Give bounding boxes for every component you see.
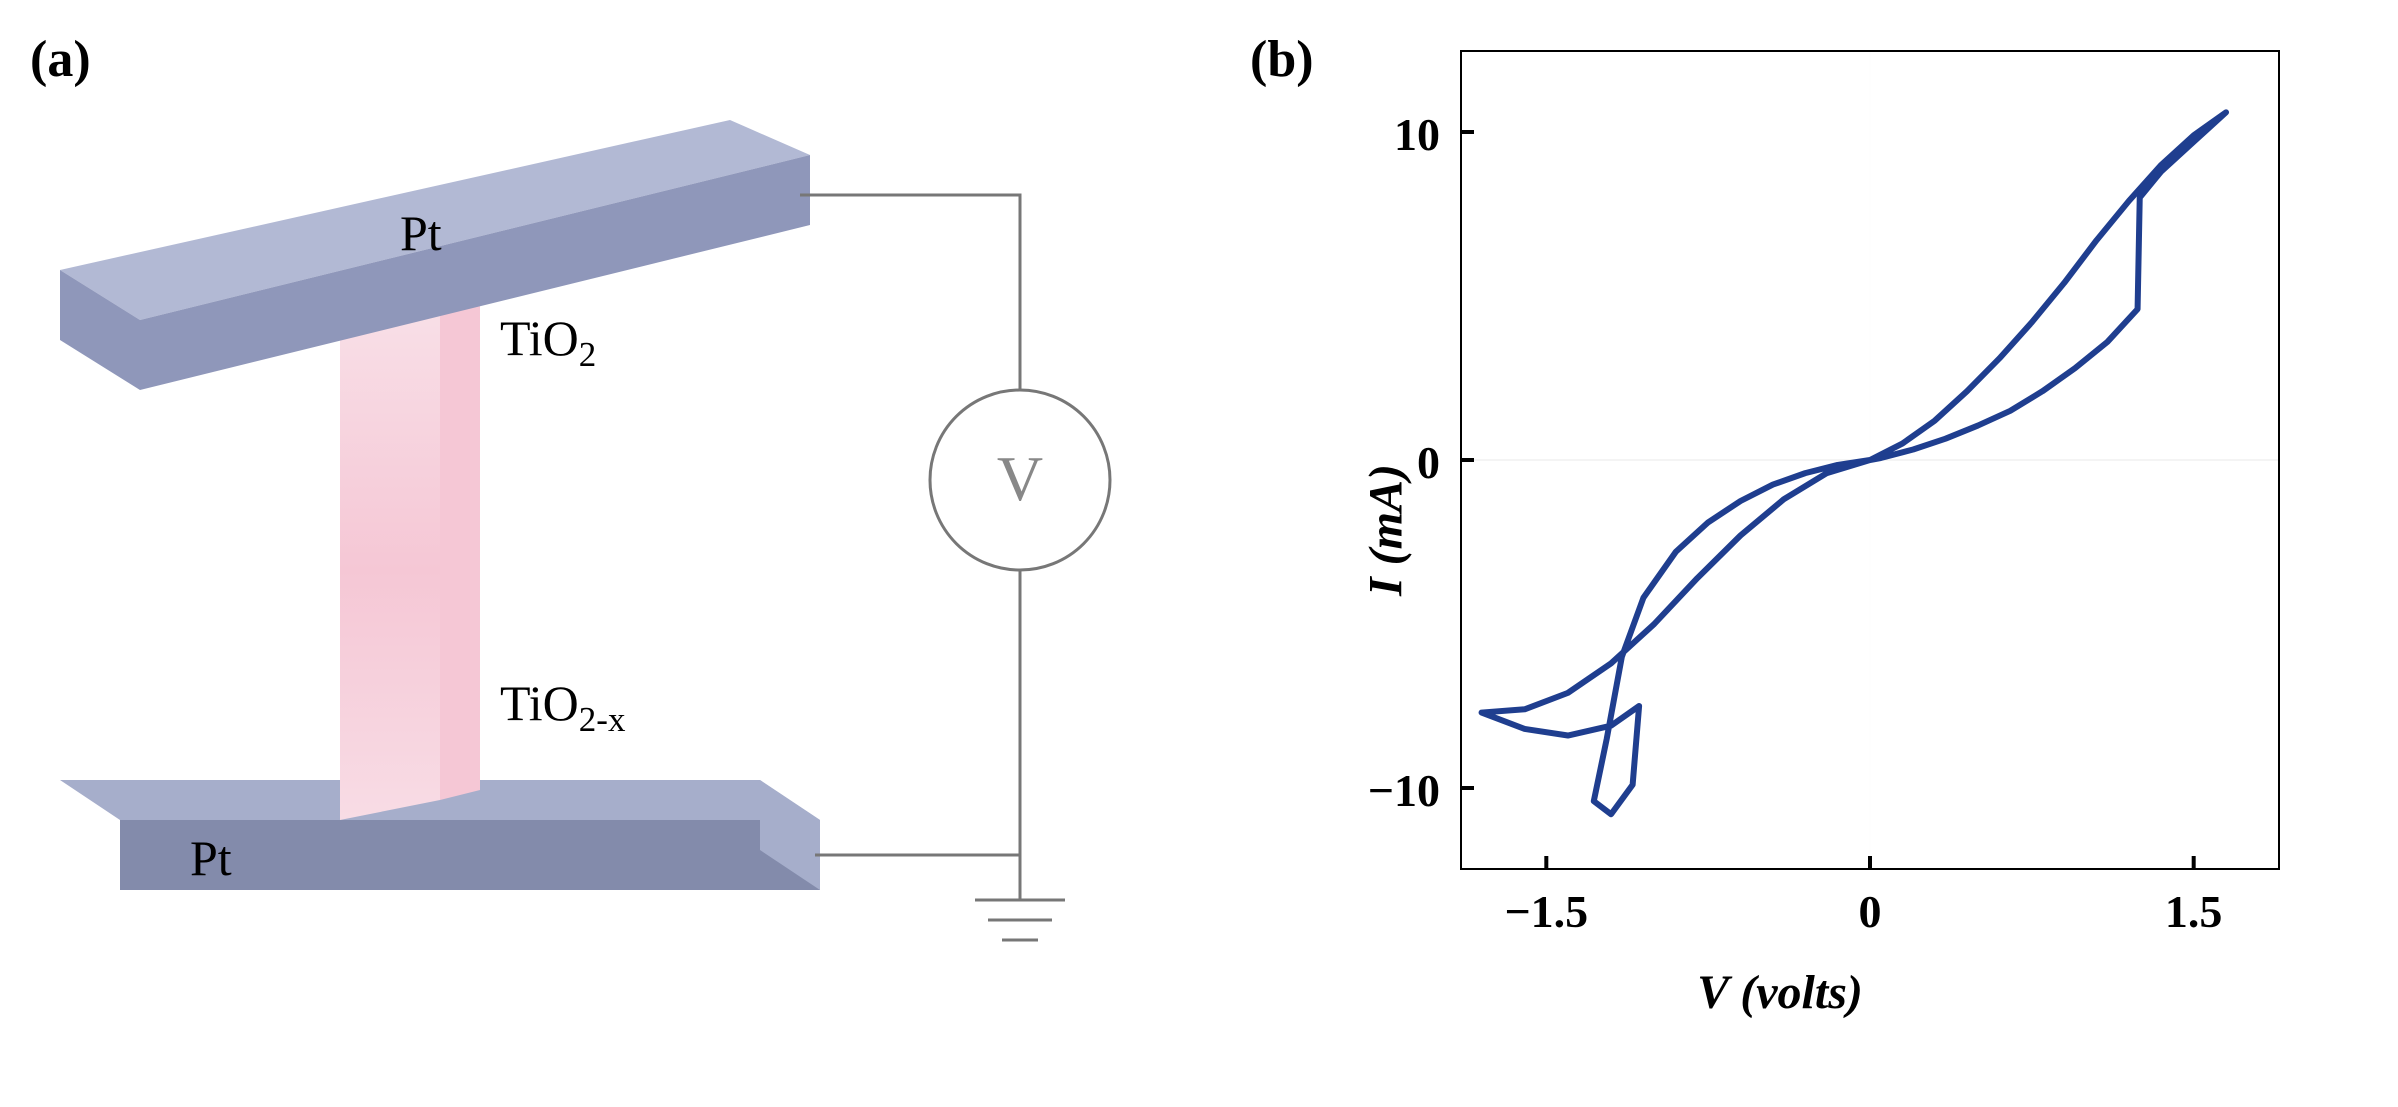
pillar-bottom-label: TiO2-x [500, 675, 626, 739]
top-electrode-label: Pt [400, 205, 442, 261]
panel-b-label: (b) [1250, 30, 1314, 89]
y-tick-label: 0 [1417, 436, 1440, 489]
pillar [340, 265, 480, 820]
pillar-top-label: TiO2 [500, 310, 596, 374]
x-tick-label: 0 [1859, 885, 1882, 938]
x-tick-label: 1.5 [2165, 885, 2223, 938]
y-axis-label: I (mA) [1359, 464, 1414, 596]
circuit-wires [800, 195, 1110, 940]
y-tick-label: 10 [1394, 108, 1440, 161]
y-tick-label: −10 [1368, 764, 1440, 817]
voltage-source-symbol: V [997, 443, 1043, 514]
x-axis-label: V (volts) [1697, 965, 1863, 1020]
x-tick-label: −1.5 [1504, 885, 1588, 938]
bottom-electrode-label: Pt [190, 830, 232, 886]
panel-a: (a) [20, 20, 1200, 1040]
figure: (a) [20, 20, 2378, 1040]
device-schematic: V Pt Pt TiO2 TiO2-x [20, 20, 1200, 1040]
iv-plot [1460, 50, 2280, 870]
panel-b: (b) I (mA) −10 0 10 −1.5 0 1.5 V (volts) [1240, 20, 2320, 1040]
